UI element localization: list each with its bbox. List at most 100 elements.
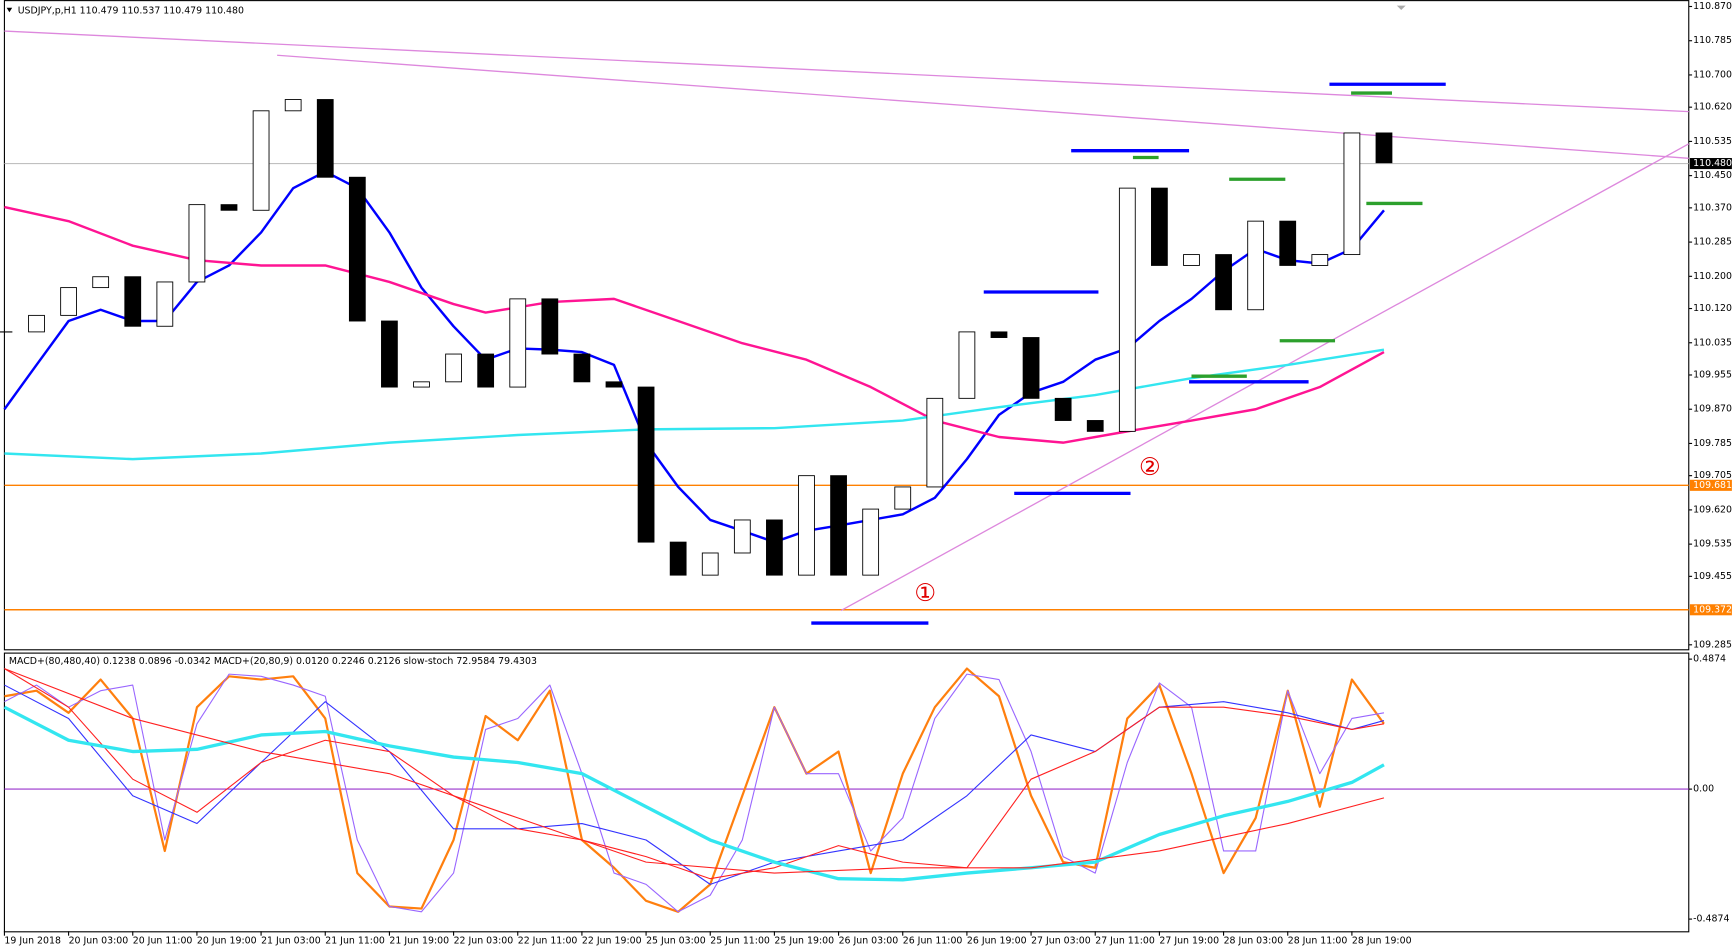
candle	[28, 314, 45, 333]
x-tick-label: 25 Jun 19:00	[774, 936, 834, 947]
indicator-line	[4, 668, 1385, 874]
x-tick-label: 21 Jun 11:00	[325, 936, 385, 947]
x-tick-label: 22 Jun 03:00	[454, 936, 514, 947]
y-tick-label: 110.200	[1693, 271, 1732, 282]
candle	[92, 276, 110, 289]
candle	[1054, 397, 1072, 421]
y-tick-label: 109.620	[1693, 504, 1732, 515]
candle	[156, 281, 174, 327]
moving-average	[3, 170, 1385, 544]
y-tick-label: 0.00	[1693, 784, 1714, 795]
y-tick-label: 109.785	[1693, 438, 1732, 449]
candle	[733, 519, 751, 554]
x-tick-label: 20 Jun 19:00	[197, 936, 257, 947]
annotation: ②	[1139, 452, 1161, 481]
indicator-line	[4, 684, 1385, 885]
y-tick-label: -0.4874	[1693, 914, 1729, 925]
x-tick-label: 27 Jun 03:00	[1031, 936, 1091, 947]
candle	[252, 110, 270, 211]
y-tick-label: 109.535	[1693, 539, 1732, 550]
x-tick-label: 27 Jun 11:00	[1095, 936, 1155, 947]
candle	[124, 276, 142, 327]
y-tick-label: 110.535	[1693, 136, 1732, 147]
y-tick-label: 110.620	[1693, 102, 1732, 113]
x-tick-label: 19 Jun 2018	[4, 936, 61, 947]
symbol-header: USDJPY,p,H1 110.479 110.537 110.479 110.…	[18, 6, 244, 17]
candle	[1375, 132, 1393, 164]
menu-triangle	[6, 7, 13, 13]
x-tick-label: 27 Jun 19:00	[1159, 936, 1219, 947]
annotation: ①	[914, 578, 936, 607]
candle	[766, 519, 783, 576]
candle	[605, 381, 623, 388]
y-tick-label: 110.450	[1693, 170, 1732, 181]
y-tick-label: 109.955	[1693, 369, 1732, 380]
trendline	[277, 54, 1689, 159]
indicator-line	[4, 667, 1385, 913]
candle	[348, 176, 366, 322]
x-tick-label: 21 Jun 19:00	[389, 936, 449, 947]
indicator-line	[4, 668, 1385, 880]
indicator-header: MACD+(80,480,40) 0.1238 0.0896 -0.0342 M…	[9, 656, 537, 667]
candle	[284, 99, 302, 112]
candle	[445, 353, 462, 383]
candle	[1022, 337, 1040, 399]
x-tick-label: 22 Jun 19:00	[582, 936, 642, 947]
trendline	[4, 30, 1689, 113]
y-tick-label: 110.120	[1693, 303, 1732, 314]
indicator-panel-frame	[3, 652, 1690, 933]
candle	[1183, 254, 1200, 266]
x-tick-label: 25 Jun 03:00	[646, 936, 706, 947]
candle	[477, 353, 495, 388]
x-tick-label: 21 Jun 03:00	[261, 936, 321, 947]
candle	[1247, 220, 1265, 311]
candle	[188, 204, 206, 283]
level-label-box	[1689, 604, 1732, 616]
x-tick-label: 26 Jun 11:00	[903, 936, 963, 947]
y-tick-label: 110.700	[1693, 69, 1732, 80]
moving-average	[4, 348, 1385, 461]
candle	[1151, 187, 1168, 266]
candle	[60, 287, 77, 316]
candle	[541, 298, 559, 355]
x-tick-label: 26 Jun 03:00	[839, 936, 899, 947]
candle	[573, 353, 591, 383]
x-tick-label: 28 Jun 03:00	[1224, 936, 1284, 947]
y-tick-label: 109.705	[1693, 470, 1732, 481]
x-tick-label: 28 Jun 19:00	[1352, 936, 1412, 947]
y-tick-label: 110.870	[1693, 1, 1732, 12]
indicator-line	[3, 705, 1385, 882]
candle	[926, 397, 944, 488]
candle	[701, 552, 719, 576]
y-tick-label: 109.455	[1693, 571, 1732, 582]
candle	[1118, 187, 1136, 432]
main-panel-frame	[3, 0, 1690, 651]
candle	[990, 331, 1008, 338]
y-tick-label: 110.370	[1693, 202, 1732, 213]
y-tick-label: 0.4874	[1693, 654, 1726, 665]
candle	[413, 381, 430, 388]
candle	[220, 204, 238, 211]
candle	[1343, 132, 1361, 256]
level-label-box	[1689, 479, 1732, 491]
last-price-label: 110.480	[1693, 158, 1732, 169]
y-tick-label: 110.785	[1693, 35, 1732, 46]
y-tick-label: 110.285	[1693, 237, 1732, 248]
candle	[1311, 254, 1329, 266]
x-tick-label: 22 Jun 11:00	[518, 936, 578, 947]
candle	[316, 99, 334, 178]
candle	[1279, 220, 1297, 266]
x-tick-label: 26 Jun 19:00	[967, 936, 1027, 947]
x-tick-label: 28 Jun 11:00	[1288, 936, 1348, 947]
candle	[637, 386, 655, 543]
candle	[798, 475, 815, 576]
y-tick-label: 110.035	[1693, 337, 1732, 348]
candle	[894, 486, 912, 510]
y-tick-label: 109.870	[1693, 404, 1732, 415]
x-tick-label: 25 Jun 11:00	[710, 936, 770, 947]
x-tick-label: 20 Jun 11:00	[133, 936, 193, 947]
candle	[958, 331, 976, 399]
candle	[509, 298, 527, 388]
